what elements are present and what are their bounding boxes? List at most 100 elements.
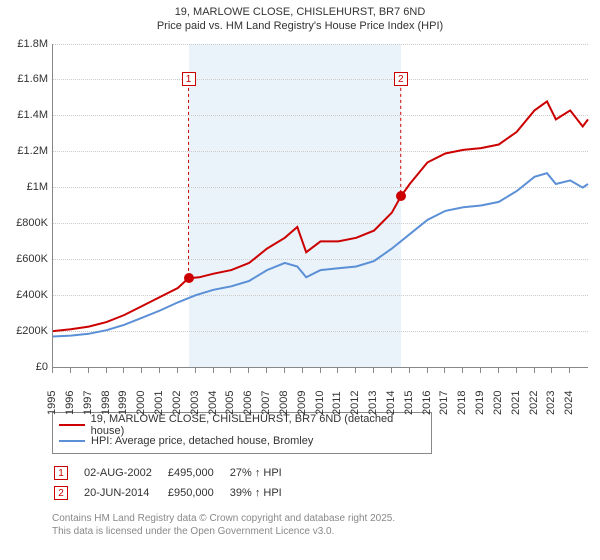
x-tick — [551, 368, 552, 373]
x-axis-label: 2002 — [171, 381, 183, 415]
x-axis-label: 2022 — [528, 381, 540, 415]
event-price: £495,000 — [168, 464, 228, 482]
x-tick — [248, 368, 249, 373]
x-axis-label: 2009 — [296, 381, 308, 415]
x-tick — [302, 368, 303, 373]
y-axis-label: £200K — [8, 325, 48, 337]
table-row: 1 02-AUG-2002 £495,000 27% ↑ HPI — [54, 464, 296, 482]
x-tick — [444, 368, 445, 373]
footer-line-1: Contains HM Land Registry data © Crown c… — [52, 512, 592, 525]
x-tick — [498, 368, 499, 373]
x-axis-label: 2016 — [421, 381, 433, 415]
legend-item: 19, MARLOWE CLOSE, CHISLEHURST, BR7 6ND … — [59, 417, 425, 433]
x-tick — [123, 368, 124, 373]
legend-label: HPI: Average price, detached house, Brom… — [91, 435, 313, 447]
legend-label: 19, MARLOWE CLOSE, CHISLEHURST, BR7 6ND … — [91, 413, 425, 437]
x-axis-label: 2004 — [207, 381, 219, 415]
x-tick — [391, 368, 392, 373]
x-axis-label: 1998 — [100, 381, 112, 415]
x-tick — [230, 368, 231, 373]
event-marker-icon: 1 — [54, 466, 68, 480]
title-line-2: Price paid vs. HM Land Registry's House … — [8, 20, 592, 34]
x-tick — [106, 368, 107, 373]
x-axis-label: 2008 — [278, 381, 290, 415]
x-axis-label: 2001 — [153, 381, 165, 415]
x-axis-label: 2013 — [367, 381, 379, 415]
y-axis-label: £1.6M — [8, 73, 48, 85]
x-axis-label: 1995 — [46, 381, 58, 415]
x-tick — [373, 368, 374, 373]
x-tick — [88, 368, 89, 373]
x-axis-label: 2021 — [510, 381, 522, 415]
event-marker-box: 1 — [182, 72, 196, 86]
x-axis-label: 2012 — [349, 381, 361, 415]
x-tick — [266, 368, 267, 373]
x-tick — [355, 368, 356, 373]
x-axis-label: 2017 — [438, 381, 450, 415]
x-axis-label: 2020 — [492, 381, 504, 415]
x-axis-label: 2003 — [189, 381, 201, 415]
table-row: 2 20-JUN-2014 £950,000 39% ↑ HPI — [54, 484, 296, 502]
event-delta: 27% ↑ HPI — [230, 464, 296, 482]
event-delta: 39% ↑ HPI — [230, 484, 296, 502]
event-date: 02-AUG-2002 — [84, 464, 166, 482]
y-axis-label: £1.4M — [8, 109, 48, 121]
x-tick — [427, 368, 428, 373]
x-tick — [177, 368, 178, 373]
x-tick — [534, 368, 535, 373]
x-axis-label: 2019 — [474, 381, 486, 415]
legend-swatch — [59, 424, 85, 426]
x-axis-label: 2010 — [314, 381, 326, 415]
x-axis-label: 2005 — [224, 381, 236, 415]
x-axis-label: 2011 — [331, 381, 343, 415]
x-tick — [195, 368, 196, 373]
x-axis-label: 2023 — [545, 381, 557, 415]
x-axis-label: 1996 — [64, 381, 76, 415]
event-marker-icon: 2 — [54, 486, 68, 500]
x-tick — [462, 368, 463, 373]
x-tick — [159, 368, 160, 373]
events-table: 1 02-AUG-2002 £495,000 27% ↑ HPI 2 20-JU… — [52, 462, 298, 504]
event-price: £950,000 — [168, 484, 228, 502]
legend-swatch — [59, 440, 85, 442]
title-line-1: 19, MARLOWE CLOSE, CHISLEHURST, BR7 6ND — [8, 6, 592, 20]
chart-title: 19, MARLOWE CLOSE, CHISLEHURST, BR7 6ND … — [8, 6, 592, 34]
x-axis-label: 1999 — [117, 381, 129, 415]
chart-area: £0 £200K £400K £600K £800K £1M £1.2M £1.4M £1.6M… — [8, 38, 592, 408]
x-tick — [337, 368, 338, 373]
y-axis-label: £600K — [8, 253, 48, 265]
x-tick — [409, 368, 410, 373]
x-axis-label: 2014 — [385, 381, 397, 415]
x-tick — [320, 368, 321, 373]
event-date: 20-JUN-2014 — [84, 484, 166, 502]
line-series-svg — [53, 44, 588, 367]
series-line — [53, 173, 588, 336]
x-axis-label: 2018 — [456, 381, 468, 415]
x-tick — [284, 368, 285, 373]
legend: 19, MARLOWE CLOSE, CHISLEHURST, BR7 6ND … — [52, 412, 432, 454]
x-axis-label: 2006 — [242, 381, 254, 415]
footer-attribution: Contains HM Land Registry data © Crown c… — [52, 512, 592, 538]
x-axis-label: 2000 — [135, 381, 147, 415]
y-axis-label: £0 — [8, 361, 48, 373]
x-tick — [516, 368, 517, 373]
x-axis-label: 2024 — [563, 381, 575, 415]
y-axis-label: £1M — [8, 181, 48, 193]
x-axis-label: 2007 — [260, 381, 272, 415]
y-axis-label: £1.8M — [8, 38, 48, 50]
event-marker-box: 2 — [394, 72, 408, 86]
y-axis-label: £1.2M — [8, 145, 48, 157]
y-axis-label: £800K — [8, 217, 48, 229]
x-tick — [52, 368, 53, 373]
footer-line-2: This data is licensed under the Open Gov… — [52, 525, 592, 538]
event-marker-dot — [184, 273, 194, 283]
event-marker-dot — [396, 191, 406, 201]
x-axis-label: 2015 — [403, 381, 415, 415]
y-axis-label: £400K — [8, 289, 48, 301]
plot-region: 12 — [52, 44, 588, 368]
x-tick — [480, 368, 481, 373]
x-axis-label: 1997 — [82, 381, 94, 415]
series-line — [53, 101, 588, 331]
x-tick — [70, 368, 71, 373]
x-tick — [569, 368, 570, 373]
